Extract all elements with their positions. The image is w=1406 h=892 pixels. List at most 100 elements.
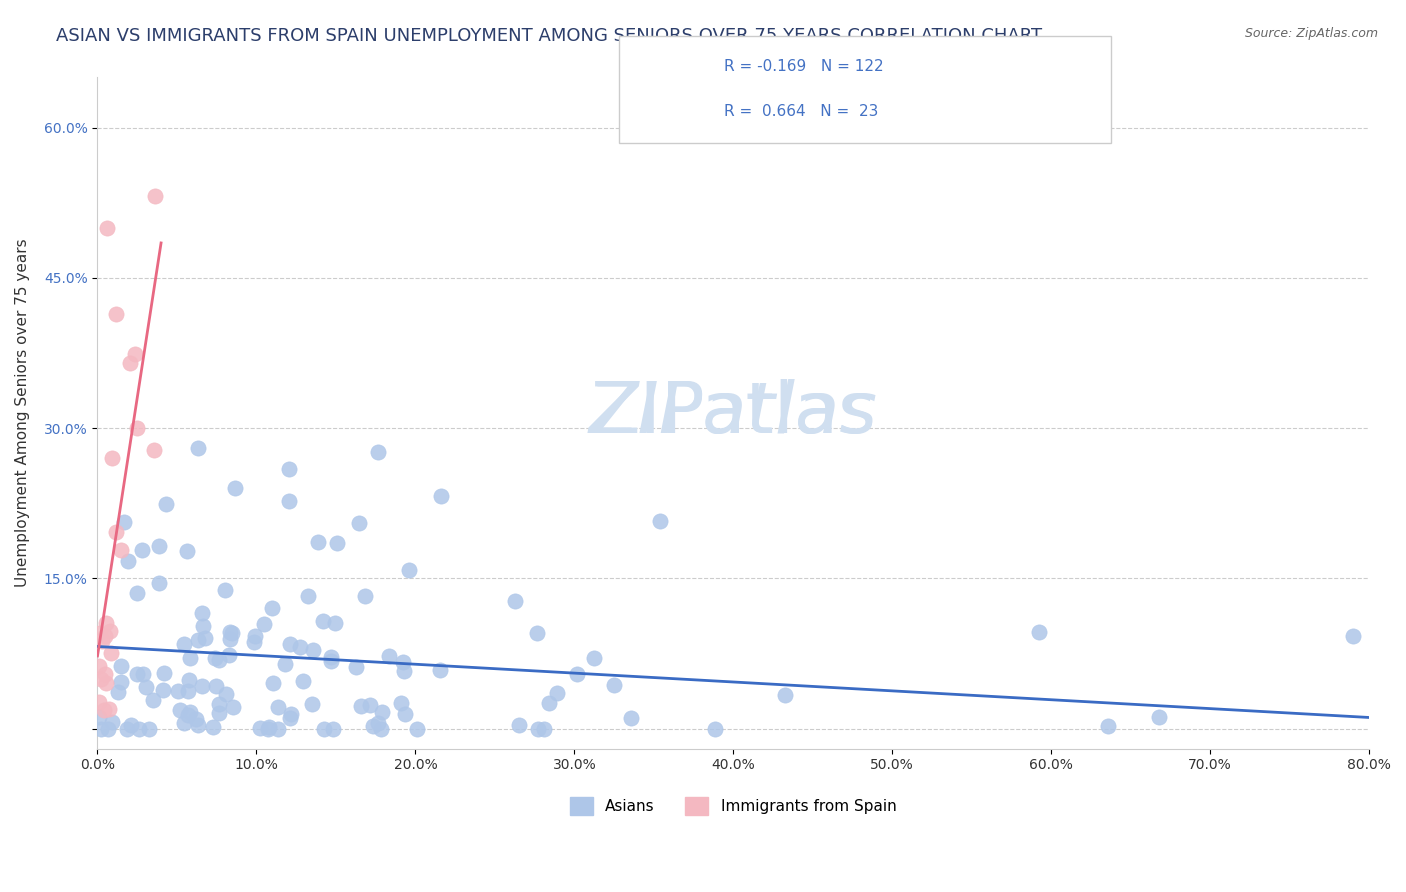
Point [219,625,242,640]
Point [204,651,226,665]
Point [87,695,110,709]
Point [392,664,415,678]
Point [301,642,323,657]
Point [392,655,415,669]
Point [177,673,200,687]
Point [98,624,121,638]
Point [101,715,124,730]
Point [142,442,165,457]
Point [90,672,112,686]
Point [278,711,301,725]
Point [187,718,209,732]
Point [508,717,530,731]
Point [177,707,200,722]
Point [173,715,195,730]
Point [124,347,146,361]
Point [127,421,149,435]
Point [100,646,122,660]
Point [127,667,149,681]
Point [377,648,399,663]
Point [301,697,323,711]
Point [177,683,200,698]
Point [94,667,117,681]
Point [371,705,394,719]
Point [1341,628,1364,642]
Point [176,543,198,558]
Point [97,701,120,715]
Point [166,683,188,698]
Point [184,712,207,726]
Point [527,722,550,736]
Point [169,703,191,717]
Point [292,673,315,688]
Point [125,586,148,600]
Point [546,686,568,700]
Point [349,516,371,530]
Point [152,683,174,698]
Point [323,616,346,631]
Point [398,563,420,577]
Point [87,626,110,640]
Point [359,698,381,712]
Point [128,722,150,736]
Text: Source: ZipAtlas.com: Source: ZipAtlas.com [1244,27,1378,40]
Point [243,634,266,648]
Point [187,633,209,648]
Point [326,536,349,550]
Point [94,629,117,643]
Point [648,514,671,528]
Point [361,718,384,732]
Text: ASIAN VS IMMIGRANTS FROM SPAIN UNEMPLOYMENT AMONG SENIORS OVER 75 YEARS CORRELAT: ASIAN VS IMMIGRANTS FROM SPAIN UNEMPLOYM… [56,27,1042,45]
Point [135,680,157,694]
Y-axis label: Unemployment Among Seniors over 75 years: Unemployment Among Seniors over 75 years [15,239,30,587]
Point [112,515,135,529]
Point [278,494,301,508]
Point [222,700,245,714]
Point [218,632,240,647]
Point [257,720,280,734]
Point [90,722,112,736]
Legend: Asians, Immigrants from Spain: Asians, Immigrants from Spain [564,790,903,822]
Point [603,678,626,692]
Point [191,679,214,693]
Point [321,654,343,668]
Point [202,720,225,734]
Point [567,666,589,681]
Point [215,687,238,701]
Point [87,659,110,673]
Point [430,489,453,503]
Point [104,307,127,321]
Point [93,703,115,717]
Point [191,619,214,633]
Point [526,625,548,640]
Point [142,692,165,706]
Point [94,615,117,630]
Text: ZIPatlas: ZIPatlas [591,378,876,448]
Point [143,189,166,203]
Point [205,679,228,693]
Point [267,700,290,714]
Point [370,722,392,736]
Point [277,461,299,475]
Point [274,657,297,672]
Point [262,676,284,690]
Point [207,706,229,720]
Point [311,614,333,628]
Point [1147,710,1170,724]
Point [243,629,266,643]
Point [155,497,177,511]
Point [322,722,344,736]
Point [97,722,120,736]
Point [256,722,278,736]
Point [775,689,797,703]
Point [1028,625,1050,640]
Point [179,651,201,665]
Point [208,697,231,711]
Point [101,451,124,466]
Point [288,640,311,654]
Point [96,220,118,235]
Point [207,653,229,667]
Point [115,722,138,736]
Point [704,722,727,736]
Point [131,542,153,557]
